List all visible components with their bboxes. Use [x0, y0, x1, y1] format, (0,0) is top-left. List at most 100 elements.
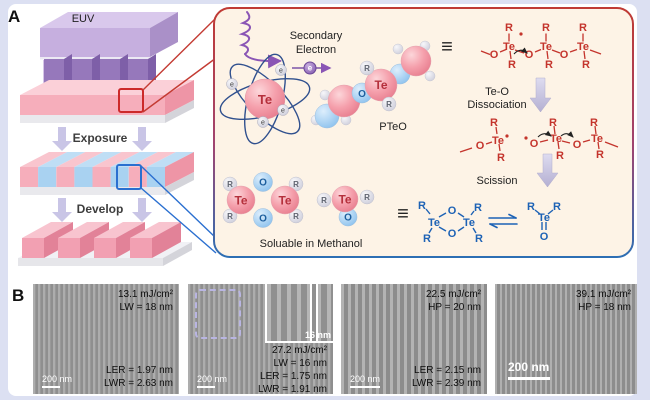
scission-down-arrow [536, 153, 559, 188]
panel-b-label: B [12, 286, 25, 305]
linewidth-value: LW = 18 nm [119, 302, 173, 313]
te-atom-model: Te e e e e [219, 53, 311, 145]
atom-label-r: R [293, 212, 299, 221]
atom-label-r: R [582, 59, 590, 71]
atom-label-r: R [549, 117, 557, 129]
zoom-highlight-red-box [118, 88, 144, 113]
atom-label-r: R [386, 100, 392, 109]
ler-value: LER = 1.75 nm [260, 371, 327, 382]
scalebar: 200 nm [197, 374, 227, 388]
inset-linewidth-label: 16 nm [304, 330, 331, 340]
electrons: e e e e [226, 64, 289, 128]
lwr-value: LWR = 2.39 nm [411, 378, 481, 389]
zoom-connector-blue [140, 165, 217, 254]
scalebar-label: 200 nm [508, 360, 550, 374]
dose-value: 27.2 mJ/cm² [271, 345, 327, 356]
atom-label-r: R [579, 22, 587, 34]
atom-label-o: O [259, 214, 267, 225]
sem-image-1: 13.1 mJ/cm² LW = 18 nm LER = 1.97 nm LWR… [33, 284, 179, 394]
equivalence-symbol: ≡ [441, 36, 453, 58]
dissociation-down-arrow [529, 77, 552, 113]
highlight-dashed-box [195, 289, 241, 339]
atom-label-r: R [542, 22, 550, 34]
atom-label-r: R [227, 212, 233, 221]
te2o2-ring-model: R R R R O O Te Te [222, 172, 304, 228]
atom-label-te: Te [374, 78, 387, 92]
scalebar-label: 200 nm [42, 374, 73, 384]
atom-label-e: e [281, 108, 285, 115]
atom-label-o: O [525, 49, 534, 61]
atom-label-te: Te [538, 212, 550, 224]
atom-label-o: O [259, 178, 267, 189]
develop-step: Develop [52, 198, 152, 222]
scalebar-line [197, 386, 215, 388]
atom-label-e: e [230, 82, 234, 89]
atom-label-te: Te [503, 41, 515, 53]
atom-label-te: Te [577, 41, 589, 53]
atom-label-te: Te [463, 217, 475, 229]
te2o2-dimer-structure: R R R R Te Te O O [418, 200, 483, 245]
mechanism-inset-panel [213, 7, 634, 258]
pteo-label: PTeO [379, 121, 407, 133]
sem1-annotations-bottom: LER = 1.97 nm LWR = 2.63 nm [104, 364, 173, 390]
atom-label-r: R [475, 233, 483, 245]
atom-label-e: e [261, 120, 265, 127]
ler-value: LER = 2.15 nm [414, 365, 481, 376]
halfpitch-value: HP = 18 nm [578, 302, 631, 313]
polymer-chain-structure: O O O Te Te Te R R R R R R [480, 22, 602, 71]
dose-value: 22.5 mJ/cm² [425, 289, 481, 300]
atom-label-o: O [573, 139, 582, 151]
atom-label-r: R [321, 196, 327, 205]
mask-teeth [44, 54, 156, 86]
atom-label-o: O [448, 205, 457, 217]
atom-label-te: Te [278, 194, 291, 208]
solubility-label: Soluable in Methanol [260, 238, 363, 250]
atom-label-r: R [293, 180, 299, 189]
equivalence-symbol: ≡ [397, 203, 409, 225]
atom-label-o: O [530, 138, 539, 150]
halfpitch-value: HP = 20 nm [428, 302, 481, 313]
dissociation-label-2: Dissociation [467, 99, 526, 111]
atom-label-te: Te [258, 92, 272, 107]
atom-label-r: R [556, 150, 564, 162]
atom-label-te: Te [550, 133, 562, 145]
atom-label-o: O [560, 49, 569, 61]
atom-label-r: R [418, 200, 426, 212]
sem-image-4: 39.1 mJ/cm² HP = 18 nm 200 nm [495, 284, 637, 394]
teo-monomer-model: R R O Te [316, 185, 375, 227]
develop-label: Develop [77, 202, 124, 216]
developed-lines [18, 222, 192, 266]
bond-lines [534, 209, 554, 230]
atom-label-r: R [364, 193, 370, 202]
lwr-value: LWR = 2.63 nm [103, 378, 173, 389]
atom-label-r: R [227, 180, 233, 189]
scalebar-line [350, 386, 380, 388]
top-face-stripes [20, 152, 194, 167]
bond-lines [425, 208, 477, 234]
atom-label-te: Te [234, 194, 247, 208]
atom-label-te: Te [591, 133, 603, 145]
atom-label-te: Te [428, 217, 440, 229]
sem2-magnified-inset: 16 nm [265, 284, 333, 343]
equilibrium-arrows [488, 213, 518, 229]
exposed-stack [20, 152, 194, 195]
panel-a-label: A [8, 7, 20, 26]
atom-label-e: e [279, 68, 283, 75]
secondary-electron-label-1: Secondary [290, 30, 343, 42]
linewidth-value: LW = 16 nm [273, 358, 327, 369]
atom-label-te: Te [338, 193, 351, 207]
electron-push-arrow [560, 131, 574, 138]
atom-label-r: R [474, 202, 482, 214]
ler-value: LER = 1.97 nm [106, 365, 173, 376]
atom-label-r: R [497, 152, 505, 164]
secondary-electron-label-2: Electron [296, 44, 336, 56]
r-spheres: R R [359, 60, 397, 112]
scalebar-label: 200 nm [197, 374, 228, 384]
scalebar: 200 nm [350, 374, 380, 388]
scalebar: 200 nm [42, 374, 72, 388]
atom-label-o: O [448, 228, 457, 240]
radical-dot [519, 32, 523, 36]
atom-label-te: Te [492, 135, 504, 147]
zoom-highlight-blue-box [116, 164, 142, 190]
exposure-label: Exposure [73, 131, 128, 145]
